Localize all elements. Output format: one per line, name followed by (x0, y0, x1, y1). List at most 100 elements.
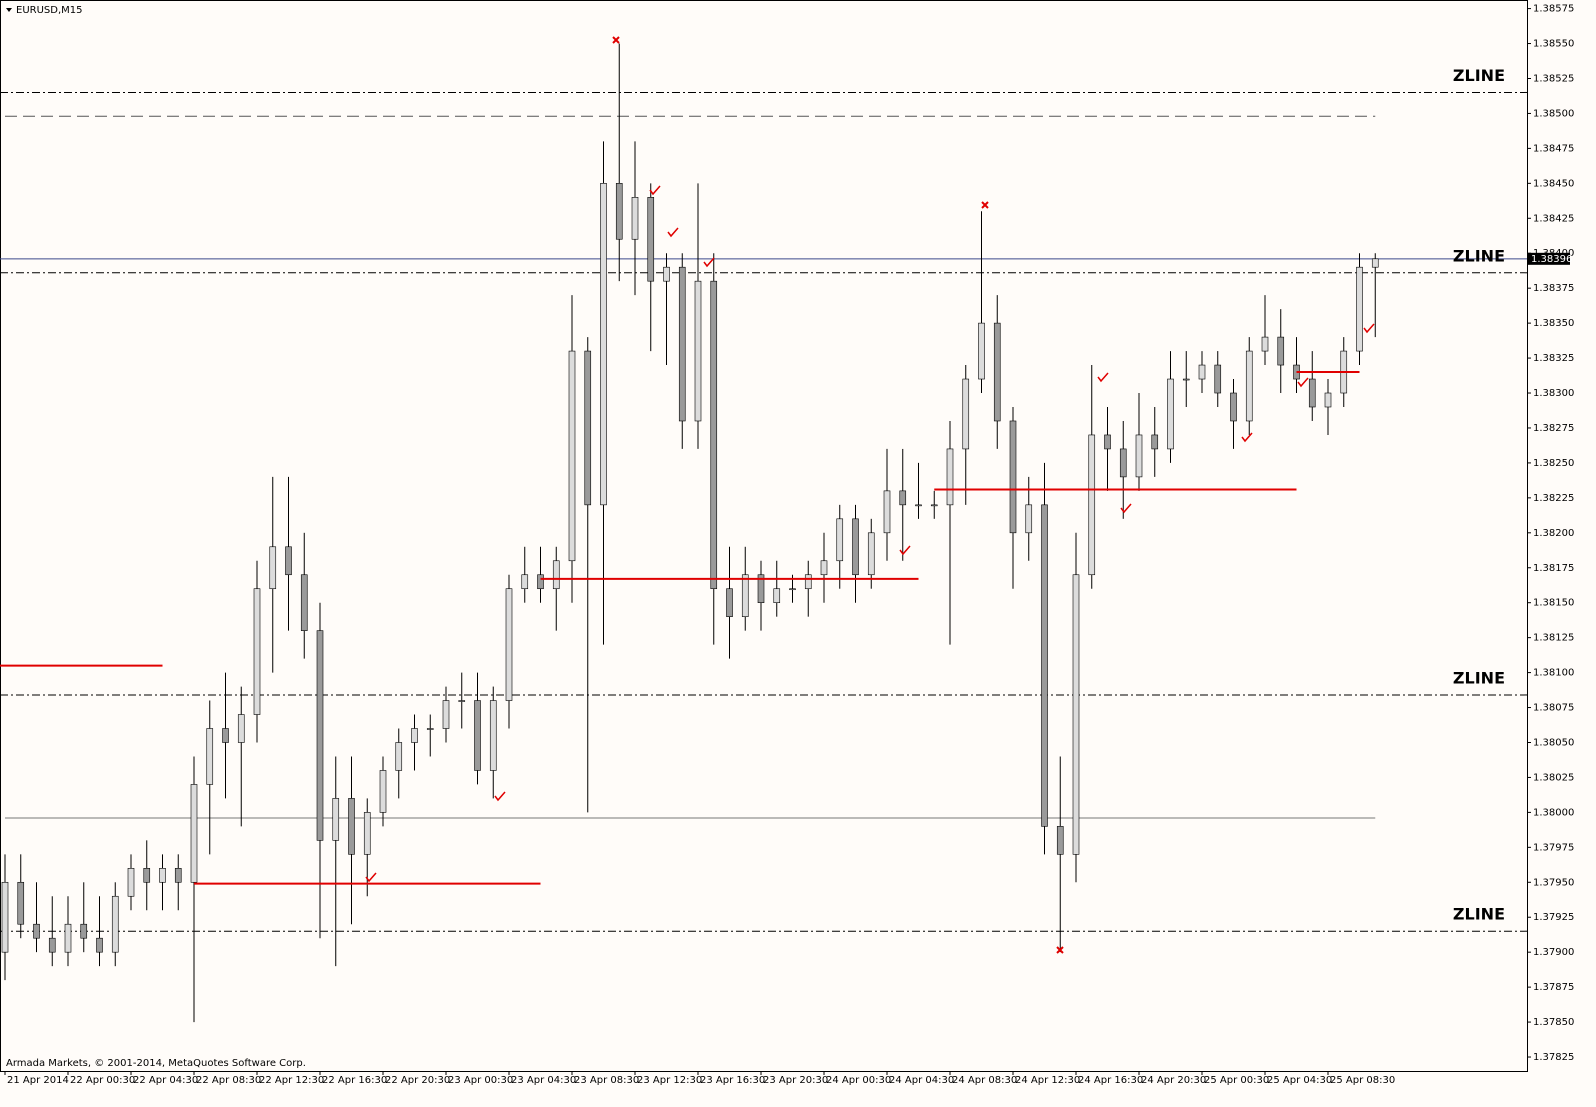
candle-body (1151, 434, 1159, 450)
y-tick-label: 1.38500 (1533, 108, 1574, 119)
marks (0, 43, 1527, 1023)
candle-body (143, 868, 151, 883)
candle-body (836, 518, 844, 562)
y-tick-label: 1.38475 (1533, 143, 1574, 154)
candle-body (1214, 364, 1222, 394)
candle-body (820, 560, 828, 576)
candle-body (411, 728, 418, 743)
checks (365, 185, 1375, 883)
candle-body (1277, 336, 1285, 366)
candle-body (332, 798, 340, 841)
candle-body (962, 378, 970, 450)
x-tick-label: 21 Apr 2014 (7, 1075, 69, 1086)
candle-body (867, 532, 875, 576)
y-tick-label: 1.37950 (1533, 877, 1574, 888)
zline-label: ZLINE (1453, 66, 1505, 85)
y-tick-label: 1.37975 (1533, 842, 1574, 853)
candle-body (300, 574, 308, 631)
candle-body (316, 630, 324, 841)
candle-body (631, 197, 639, 240)
check-marker (667, 227, 679, 238)
y-tick-label: 1.37825 (1533, 1052, 1574, 1063)
x-tick-label: 23 Apr 08:30 (574, 1075, 639, 1086)
y-tick-label: 1.38075 (1533, 703, 1574, 714)
candle-body (804, 574, 812, 590)
x-tick-label: 22 Apr 00:30 (70, 1075, 135, 1086)
zline-label: ZLINE (1453, 905, 1505, 924)
candle-body (111, 895, 119, 953)
x-tick-label: 24 Apr 04:30 (889, 1075, 954, 1086)
x-tick-label: 24 Apr 08:30 (952, 1075, 1017, 1086)
candle-body (348, 798, 355, 855)
x-tick-label: 25 Apr 08:30 (1330, 1075, 1395, 1086)
y-tick-label: 1.38425 (1533, 213, 1574, 224)
check-marker (365, 872, 377, 883)
candle-body (1088, 434, 1096, 576)
candle-body (946, 448, 954, 506)
candle-body (1009, 420, 1017, 534)
x-tick-label: 23 Apr 16:30 (700, 1075, 765, 1086)
y-tick-label: 1.38550 (1533, 39, 1574, 50)
candle-body (80, 923, 88, 939)
x-tick-label: 24 Apr 12:30 (1015, 1075, 1080, 1086)
y-tick-label: 1.38000 (1533, 807, 1574, 818)
x-tick-label: 25 Apr 00:30 (1204, 1075, 1269, 1086)
candle-body (159, 868, 166, 883)
candle-body (285, 546, 292, 576)
candle-body (537, 574, 544, 590)
candle-body (694, 280, 702, 422)
x-tick-label: 22 Apr 08:30 (196, 1075, 261, 1086)
y-tick-label: 1.37850 (1533, 1017, 1574, 1028)
candle-body (1135, 434, 1143, 478)
candle-body (442, 700, 450, 729)
y-tick-label: 1.38575 (1533, 4, 1574, 15)
candle-body (1308, 378, 1316, 408)
candle-body (1, 881, 9, 953)
x-tick-label: 23 Apr 04:30 (511, 1075, 576, 1086)
y-tick-label: 1.38100 (1533, 668, 1574, 679)
candle-body (1182, 378, 1190, 381)
candle-body (237, 714, 245, 743)
y-tick-label: 1.38200 (1533, 528, 1574, 539)
x-tick-label: 22 Apr 20:30 (385, 1075, 450, 1086)
x-tick-label: 22 Apr 16:30 (322, 1075, 387, 1086)
x-tick-label: 24 Apr 20:30 (1141, 1075, 1206, 1086)
candle-body (930, 504, 938, 507)
candle-body (1371, 258, 1379, 268)
check-marker (1363, 323, 1375, 334)
candle-body (1356, 266, 1363, 352)
check-marker (494, 791, 506, 802)
check-marker (1241, 432, 1253, 443)
y-tick-label: 1.38250 (1533, 458, 1574, 469)
candle-body (663, 266, 670, 282)
price-tag-label: 1.38396 (1531, 254, 1572, 265)
candle-body (915, 504, 922, 507)
candle-body (1056, 826, 1064, 855)
x-tick-label: 24 Apr 00:30 (826, 1075, 891, 1086)
cross-marker (612, 36, 620, 44)
candle-body (1167, 378, 1174, 450)
candle-body (757, 574, 765, 604)
candle-body (773, 588, 781, 604)
candle-body (48, 937, 56, 953)
cross-marker (1056, 946, 1064, 954)
x-tick-label: 23 Apr 12:30 (637, 1075, 702, 1086)
candle-body (1324, 392, 1332, 408)
y-tick-label: 1.38125 (1533, 633, 1574, 644)
candle-body (426, 728, 434, 730)
candle-body (789, 588, 796, 591)
candle-body (852, 518, 859, 576)
candle-body (978, 322, 985, 380)
candle-body (552, 560, 560, 590)
candle-body (96, 937, 103, 953)
plot-frame (0, 0, 1528, 1072)
candle-body (1261, 336, 1269, 352)
candle-body (474, 700, 481, 771)
zline-label: ZLINE (1453, 246, 1505, 265)
y-tick-label: 1.38450 (1533, 178, 1574, 189)
candle-body (568, 350, 576, 562)
candle-body (647, 197, 655, 282)
candle-body (883, 490, 891, 534)
